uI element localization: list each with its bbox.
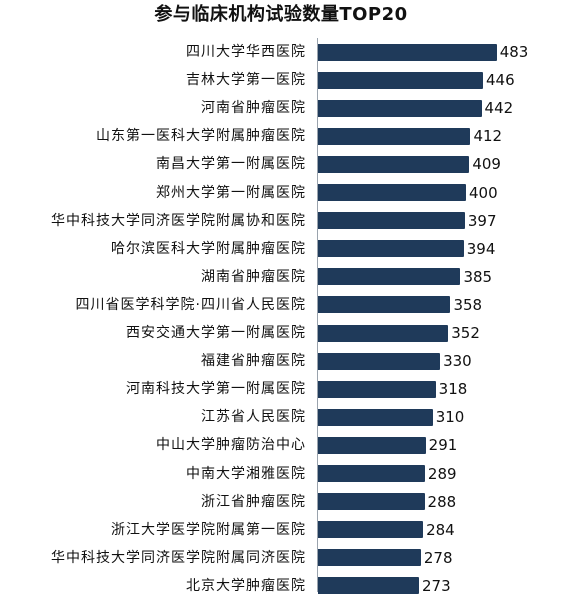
- bar: [318, 155, 470, 173]
- category-label: 北京大学肿瘤医院: [186, 577, 306, 594]
- category-label: 华中科技大学同济医学院附属协和医院: [51, 212, 306, 229]
- category-label: 福建省肿瘤医院: [201, 353, 306, 370]
- value-label: 291: [428, 436, 458, 455]
- bar: [318, 380, 436, 398]
- value-label: 352: [451, 324, 480, 342]
- value-label: 483: [499, 43, 529, 61]
- value-label: 358: [453, 295, 483, 314]
- category-label: 哈尔滨医科大学附属肿瘤医院: [111, 240, 306, 257]
- value-label: 412: [473, 127, 503, 146]
- value-label: 394: [466, 239, 496, 258]
- bar: [318, 296, 451, 314]
- bar: [318, 352, 441, 370]
- category-label: 华中科技大学同济医学院附属同济医院: [51, 549, 306, 566]
- bar: [318, 436, 426, 454]
- value-label: 442: [484, 99, 514, 118]
- bar: [318, 324, 449, 342]
- value-label: 385: [463, 267, 493, 286]
- bar: [318, 493, 425, 511]
- bar: [318, 408, 433, 426]
- category-label: 江苏省人民医院: [201, 409, 306, 426]
- category-label: 浙江大学医学院附属第一医院: [111, 521, 306, 538]
- value-label: 273: [422, 576, 451, 595]
- bar: [318, 43, 497, 61]
- value-label: 397: [467, 211, 497, 230]
- category-label: 吉林大学第一医院: [186, 72, 306, 89]
- category-label: 中南大学湘雅医院: [186, 465, 306, 482]
- bar: [318, 521, 424, 539]
- bar: [318, 127, 471, 145]
- bar: [318, 549, 421, 567]
- bar: [318, 99, 482, 117]
- bar: [318, 71, 484, 89]
- value-label: 446: [486, 71, 515, 90]
- category-label: 南昌大学第一附属医院: [156, 156, 306, 173]
- category-label: 中山大学肿瘤防治中心: [156, 437, 306, 454]
- category-label: 西安交通大学第一附属医院: [126, 325, 306, 341]
- value-label: 288: [427, 492, 457, 511]
- bar: [318, 184, 466, 201]
- value-label: 310: [435, 408, 465, 427]
- bar: [318, 212, 465, 230]
- value-label: 278: [423, 548, 453, 567]
- y-axis-line: [317, 38, 318, 592]
- category-label: 郑州大学第一附属医院: [156, 184, 306, 201]
- value-label: 400: [469, 183, 498, 202]
- category-label: 四川大学华西医院: [186, 44, 306, 60]
- value-label: 289: [427, 464, 457, 483]
- value-label: 284: [426, 520, 455, 539]
- bar: [318, 268, 461, 286]
- category-label: 河南科技大学第一附属医院: [126, 381, 306, 398]
- value-label: 409: [472, 155, 501, 174]
- category-label: 四川省医学科学院·四川省人民医院: [75, 296, 306, 313]
- bar: [318, 240, 464, 258]
- chart-title: 参与临床机构试验数量TOP20: [154, 4, 408, 25]
- value-label: 330: [443, 352, 472, 371]
- category-label: 浙江省肿瘤医院: [201, 493, 306, 510]
- bar: [318, 465, 425, 482]
- category-label: 河南省肿瘤医院: [201, 100, 306, 117]
- bar: [318, 577, 419, 595]
- category-label: 湖南省肿瘤医院: [201, 268, 306, 285]
- category-label: 山东第一医科大学附属肿瘤医院: [96, 128, 306, 145]
- value-label: 318: [438, 380, 468, 399]
